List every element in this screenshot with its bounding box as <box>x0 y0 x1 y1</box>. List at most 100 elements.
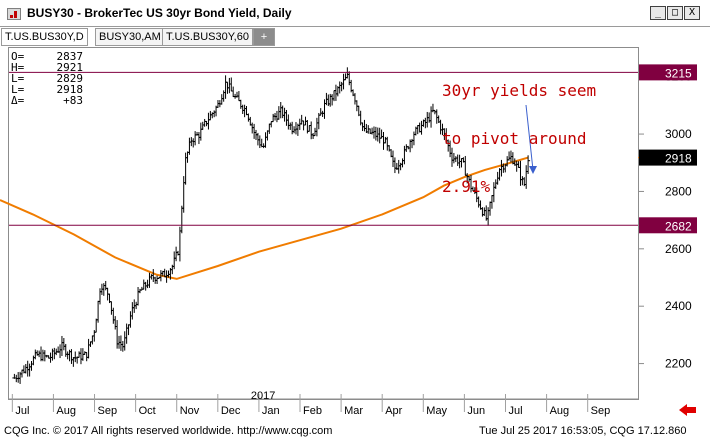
price-bar <box>352 93 357 105</box>
price-bar <box>234 91 239 98</box>
price-bar <box>155 275 160 285</box>
price-bar <box>196 132 201 145</box>
price-bar <box>23 363 28 374</box>
price-bar <box>417 122 422 133</box>
annotation-line-1: 30yr yields seem <box>442 81 597 100</box>
level-badge-label-3215: 3215 <box>665 66 692 80</box>
price-bar <box>425 111 430 128</box>
stat-open: O= 2837 <box>11 50 83 63</box>
level-badge-label-2682: 2682 <box>665 219 692 233</box>
price-bar <box>244 106 249 116</box>
price-bar <box>318 108 323 116</box>
price-bar <box>202 118 207 127</box>
stat-change: Δ= +83 <box>11 94 83 107</box>
price-bar <box>63 343 68 357</box>
price-bar <box>177 226 182 262</box>
price-bar <box>111 307 116 324</box>
price-bar <box>130 302 135 320</box>
y-tick-label: 2800 <box>665 184 692 198</box>
x-tick-label: Nov <box>180 405 200 417</box>
copyright-footer: CQG Inc. © 2017 All rights reserved worl… <box>4 425 333 437</box>
x-tick-label: Apr <box>385 405 402 417</box>
price-bar <box>242 104 247 118</box>
price-bar <box>332 90 337 102</box>
x-tick-label: Jul <box>15 405 29 417</box>
price-bar <box>271 113 276 123</box>
price-bar <box>392 157 397 174</box>
price-bar <box>136 286 141 306</box>
x-tick-label: Jun <box>467 405 485 417</box>
tab-daily[interactable]: T.US.BUS30Y,D <box>1 28 88 46</box>
x-tick-label: Mar <box>344 405 363 417</box>
price-bar <box>371 126 376 139</box>
price-bar <box>212 110 217 118</box>
price-bar <box>200 121 205 130</box>
price-bar <box>191 138 196 148</box>
price-bar <box>103 280 108 291</box>
x-tick-label: Aug <box>56 405 76 417</box>
last-price-badge <box>639 149 697 166</box>
price-bar <box>172 251 177 270</box>
price-bar <box>411 131 416 146</box>
year-label: 2017 <box>251 390 275 402</box>
scroll-left-arrow-icon[interactable] <box>678 403 698 417</box>
price-bar <box>145 279 150 289</box>
price-bar <box>58 344 63 359</box>
tab-am[interactable]: BUSY30,AM <box>95 28 165 46</box>
price-bar <box>227 77 232 94</box>
price-bar <box>126 324 131 336</box>
price-bar <box>113 316 118 330</box>
price-bar <box>96 300 101 323</box>
x-tick-label: Sep <box>98 405 118 417</box>
price-bar <box>27 363 32 377</box>
price-bar <box>248 116 253 126</box>
price-bar <box>385 136 390 151</box>
moving-average-layer <box>0 156 529 280</box>
level-badge-2682 <box>639 217 697 234</box>
add-tab-button[interactable]: + <box>253 28 275 46</box>
price-bar <box>288 122 293 130</box>
x-tick-label: May <box>426 405 447 417</box>
price-bar <box>265 130 270 141</box>
restore-button[interactable]: □ <box>667 6 683 20</box>
price-bar <box>174 246 179 262</box>
price-bar <box>276 106 281 120</box>
minimize-button[interactable]: _ <box>650 6 666 20</box>
price-badges-layer: 3215 2682 2918 <box>638 64 697 234</box>
close-button[interactable]: X <box>684 6 700 20</box>
price-bar <box>37 350 42 358</box>
price-bar <box>231 86 236 98</box>
price-bar <box>396 159 401 174</box>
price-bar <box>320 110 325 117</box>
price-bar <box>31 355 36 366</box>
price-bar <box>381 131 386 150</box>
price-bar <box>278 102 283 119</box>
price-bar <box>151 269 156 283</box>
price-bar <box>526 155 531 175</box>
price-bar <box>208 110 213 121</box>
price-bar <box>98 288 103 305</box>
tab-hourly[interactable]: T.US.BUS30Y,60 <box>162 28 253 46</box>
price-bar <box>341 73 346 90</box>
price-bar <box>404 144 409 152</box>
y-tick-label: 3000 <box>665 127 692 141</box>
price-bar <box>257 135 262 149</box>
plot-area[interactable] <box>8 47 639 400</box>
y-tick-label: 2600 <box>665 242 692 256</box>
stat-last: L= 2918 <box>11 83 83 96</box>
price-bar <box>189 137 194 147</box>
price-bar <box>139 286 144 291</box>
price-bar <box>118 335 123 351</box>
price-bar <box>343 73 348 81</box>
price-bar <box>128 311 133 328</box>
price-bar <box>328 93 333 107</box>
price-bar <box>330 94 335 106</box>
price-bar <box>69 349 74 364</box>
price-bar <box>134 301 139 310</box>
price-bar <box>284 109 289 126</box>
chart-annotation: 30yr yields seem to pivot around 2.91% <box>442 51 596 211</box>
price-bar <box>286 114 291 130</box>
price-bar <box>16 372 21 383</box>
price-bar <box>61 338 66 351</box>
